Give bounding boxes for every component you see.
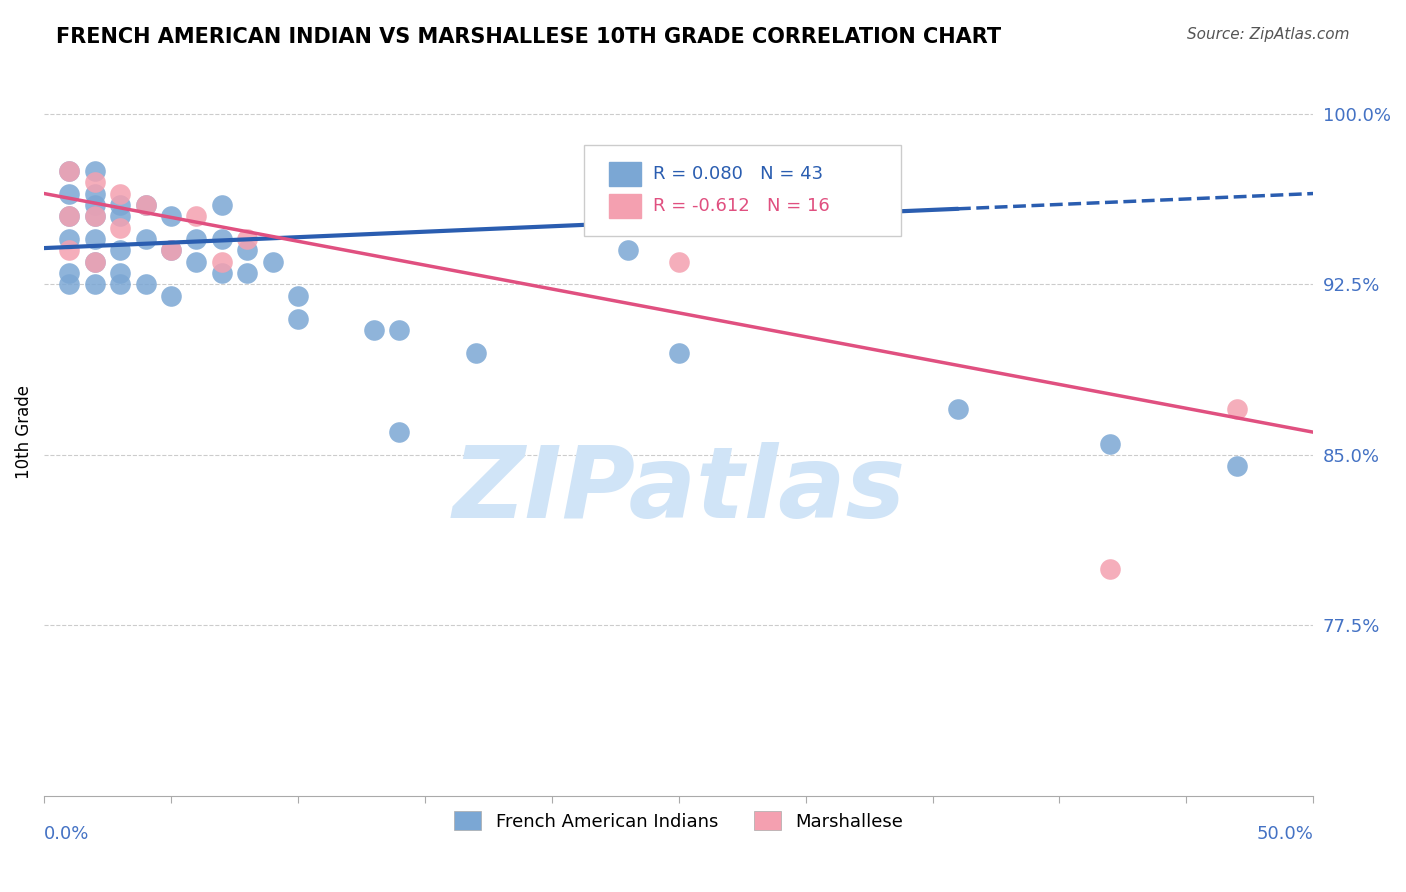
Point (211, 254, 233, 268)
Point (388, 323, 411, 337)
Text: R = 0.080   N = 43: R = 0.080 N = 43 (654, 165, 824, 183)
Point (160, 209, 183, 223)
Point (160, 289, 183, 303)
Point (287, 289, 309, 303)
Point (135, 198, 157, 212)
Point (287, 311, 309, 326)
Point (211, 198, 233, 212)
Point (617, 244, 640, 258)
Point (83, 209, 105, 223)
Point (110, 277, 132, 292)
Point (110, 198, 132, 212)
Point (186, 209, 208, 223)
Point (160, 244, 183, 258)
Point (236, 232, 259, 246)
Text: R = -0.612   N = 16: R = -0.612 N = 16 (654, 197, 830, 215)
Point (668, 345, 690, 359)
Point (58, 277, 80, 292)
Point (1099, 561, 1122, 575)
Point (83, 209, 105, 223)
Point (186, 254, 208, 268)
Point (1226, 402, 1249, 417)
Point (83, 175, 105, 189)
FancyBboxPatch shape (609, 162, 641, 186)
Point (58, 244, 80, 258)
Text: ZIPatlas: ZIPatlas (453, 442, 905, 539)
Point (83, 254, 105, 268)
Point (1099, 436, 1122, 450)
Text: FRENCH AMERICAN INDIAN VS MARSHALLESE 10TH GRADE CORRELATION CHART: FRENCH AMERICAN INDIAN VS MARSHALLESE 10… (56, 27, 1001, 46)
Point (262, 254, 284, 268)
Point (58, 232, 80, 246)
Point (211, 232, 233, 246)
Point (58, 266, 80, 280)
Point (135, 232, 157, 246)
Point (160, 244, 183, 258)
Point (388, 425, 411, 440)
Point (110, 244, 132, 258)
Y-axis label: 10th Grade: 10th Grade (15, 385, 32, 479)
Text: 0.0%: 0.0% (44, 825, 90, 843)
Point (58, 163, 80, 178)
Point (1226, 459, 1249, 474)
Text: 50.0%: 50.0% (1257, 825, 1313, 843)
Legend: French American Indians, Marshallese: French American Indians, Marshallese (447, 804, 911, 838)
Point (668, 254, 690, 268)
Point (186, 232, 208, 246)
Point (83, 186, 105, 201)
Point (211, 266, 233, 280)
Point (110, 186, 132, 201)
Point (236, 244, 259, 258)
Point (110, 266, 132, 280)
Point (83, 254, 105, 268)
Point (83, 232, 105, 246)
Point (83, 277, 105, 292)
Point (83, 198, 105, 212)
Point (58, 163, 80, 178)
Point (58, 186, 80, 201)
FancyBboxPatch shape (609, 194, 641, 219)
Point (110, 220, 132, 235)
Point (83, 163, 105, 178)
Point (58, 209, 80, 223)
Point (946, 402, 969, 417)
Point (58, 209, 80, 223)
Text: Source: ZipAtlas.com: Source: ZipAtlas.com (1187, 27, 1350, 42)
FancyBboxPatch shape (583, 145, 901, 235)
Point (236, 266, 259, 280)
Point (110, 209, 132, 223)
Point (135, 198, 157, 212)
Point (363, 323, 385, 337)
Point (464, 345, 486, 359)
Point (135, 277, 157, 292)
